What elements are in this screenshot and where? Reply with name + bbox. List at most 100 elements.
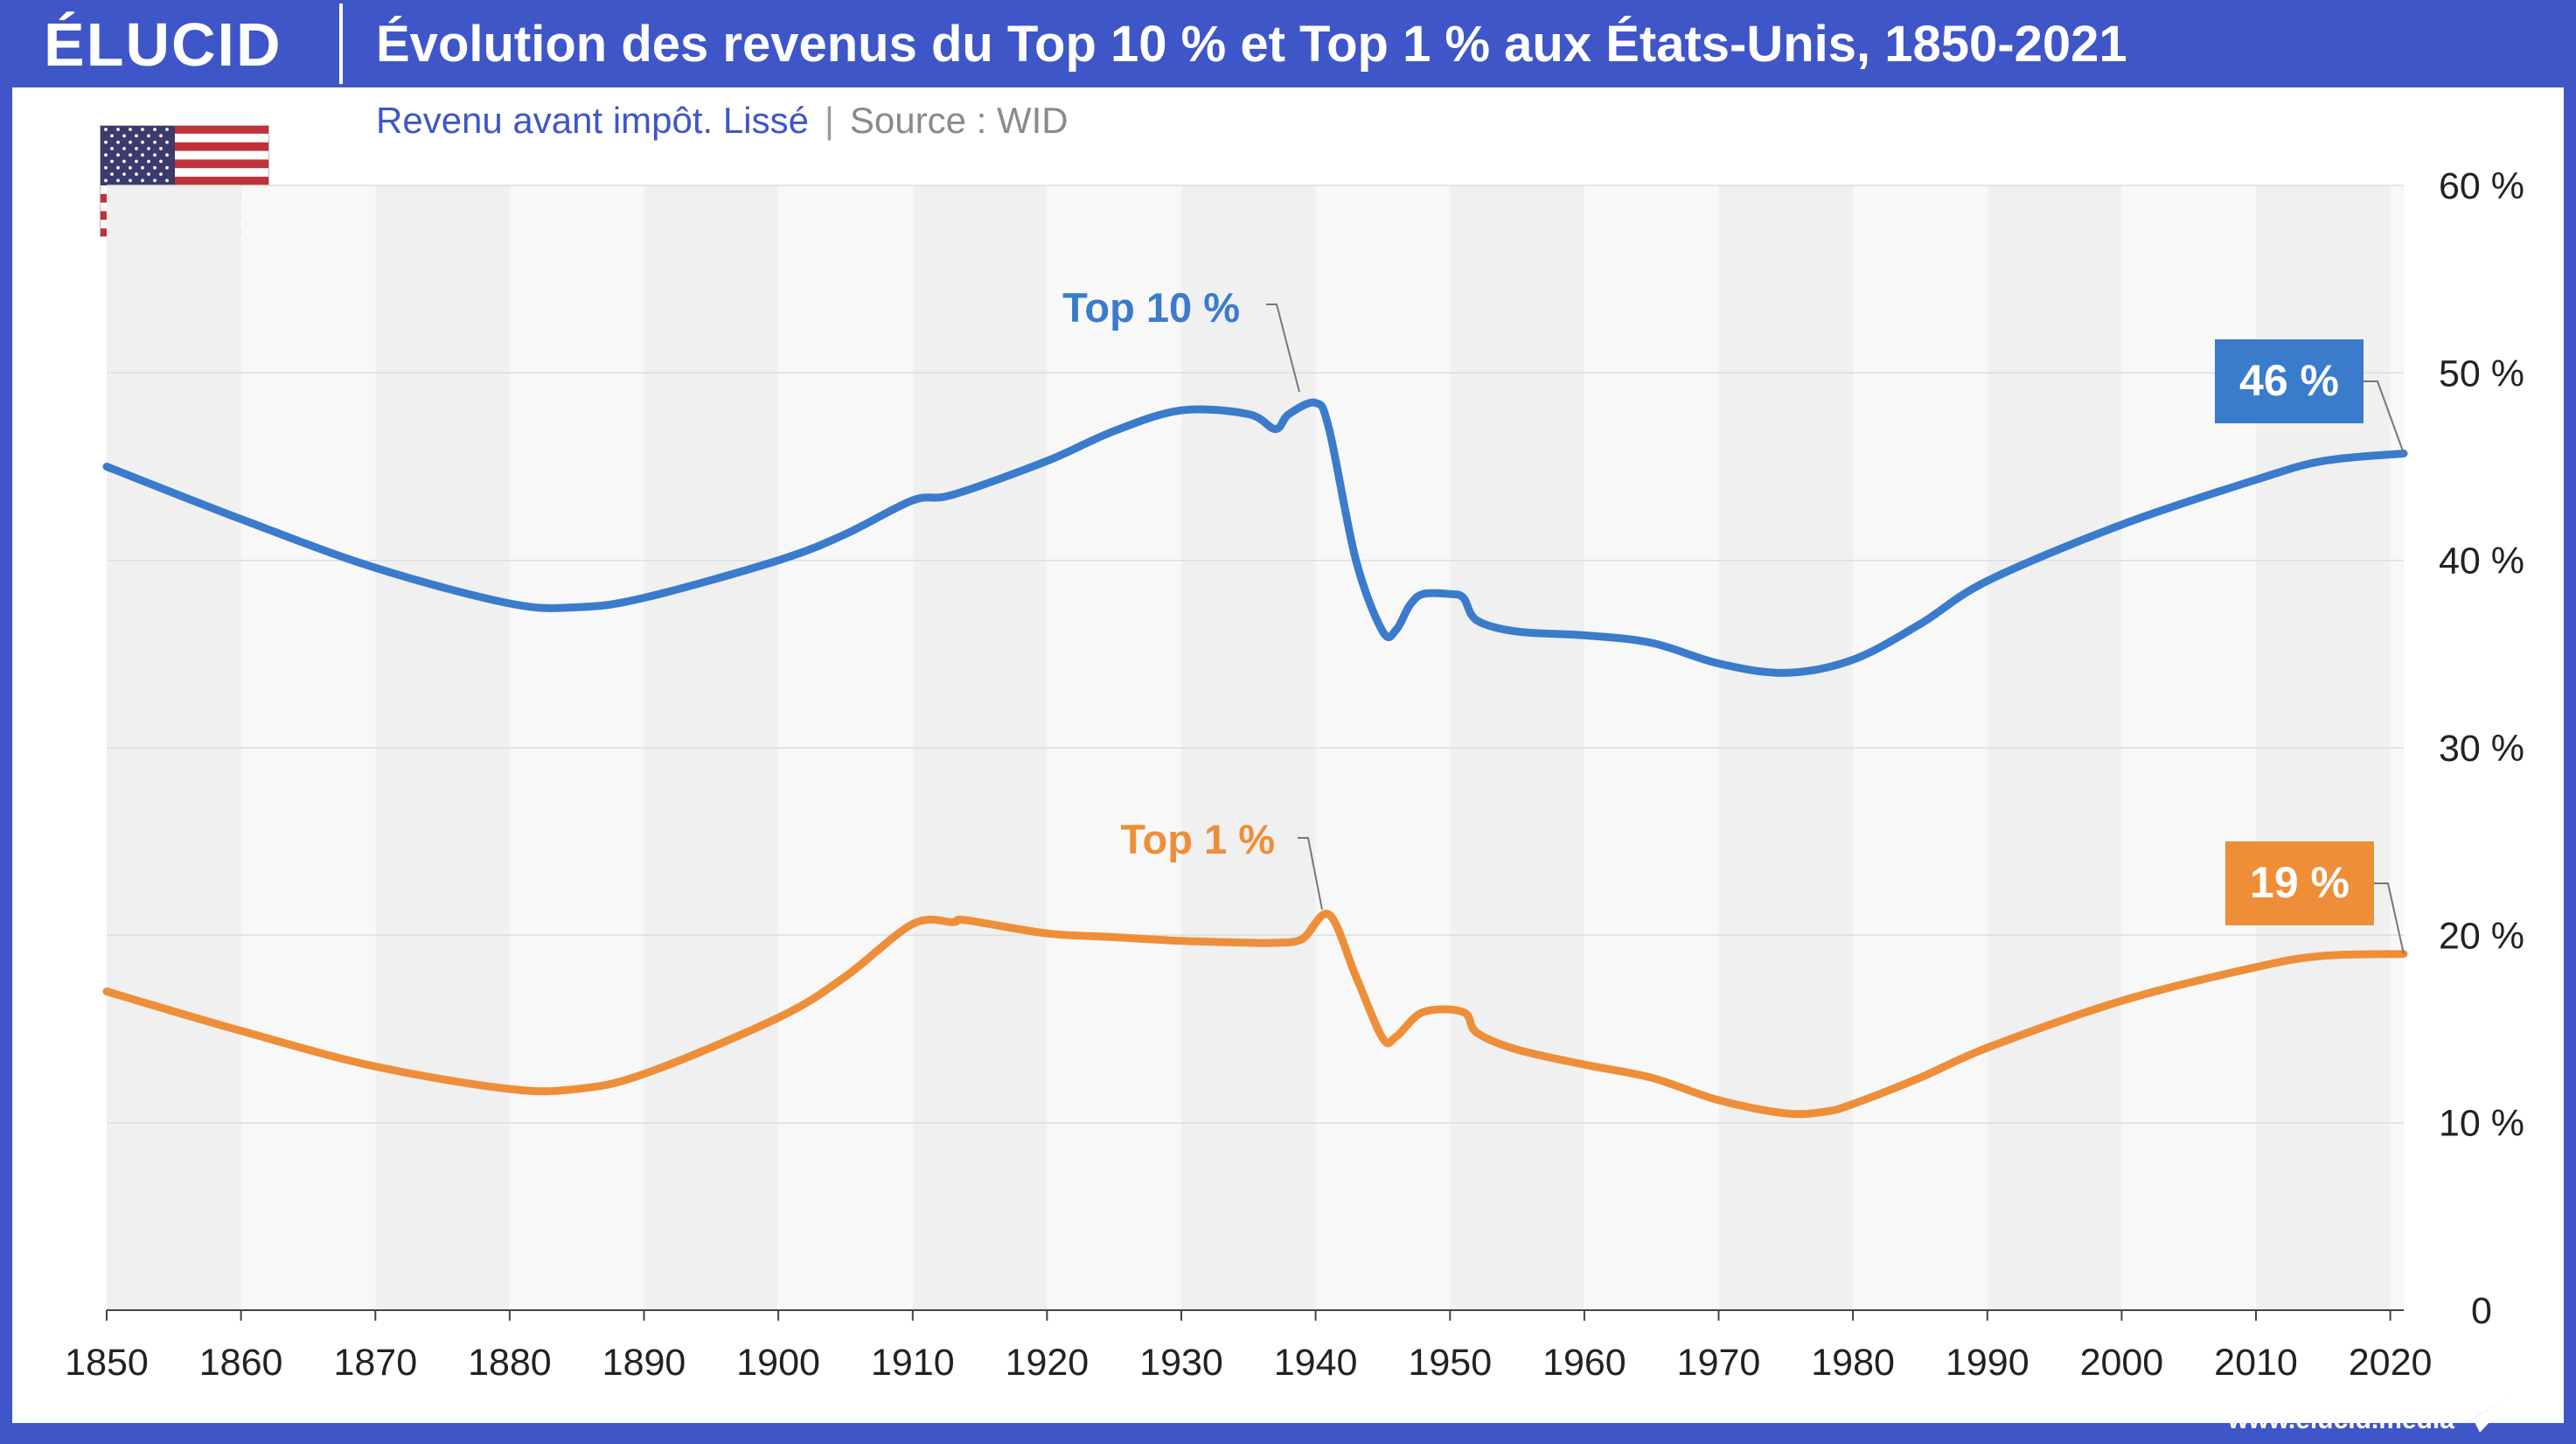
top10-end-value-leader-line <box>2364 380 2405 454</box>
flag-star <box>110 147 114 150</box>
flag-star <box>129 165 132 170</box>
x-tick-label: 1930 <box>1139 1342 1223 1384</box>
subtitle-text: Revenu avant impôt. Lissé <box>376 100 809 141</box>
flag-star <box>104 165 108 170</box>
x-tick-label: 1990 <box>1946 1342 2029 1384</box>
top10-end-value-label: 46 % <box>2239 356 2339 405</box>
flag-star <box>159 134 163 138</box>
y-tick-label: 10 % <box>2439 1103 2524 1145</box>
flag-star <box>116 165 120 170</box>
brand-logo[interactable]: ÉLUCID <box>44 10 282 79</box>
flag-star <box>153 128 157 131</box>
top10-end-value-box <box>2215 339 2364 423</box>
flag-star <box>159 172 163 176</box>
x-tick-label: 1980 <box>1811 1342 1895 1384</box>
flag-star <box>116 128 120 131</box>
flag-star <box>122 147 126 150</box>
chart-title: Évolution des revenus du Top 10 % et Top… <box>376 16 2127 73</box>
top1-end-value-label: 19 % <box>2250 858 2350 907</box>
flag-star <box>129 140 132 144</box>
flag-star <box>135 147 138 150</box>
flag-stripe <box>100 159 269 169</box>
header-bar <box>0 0 2576 87</box>
top10-leader-line <box>1266 303 1300 393</box>
flag-star <box>104 140 108 144</box>
paper-plane-icon <box>2434 1391 2518 1433</box>
top1-series-label: Top 1 % <box>1120 816 1275 862</box>
flag-star <box>135 159 138 164</box>
flag-star <box>122 159 126 164</box>
flag-star <box>153 153 157 157</box>
y-tick-label: 60 % <box>2439 165 2524 207</box>
y-tick-label: 20 % <box>2439 915 2524 957</box>
flag-star <box>104 153 108 157</box>
x-tick-label: 1850 <box>65 1342 149 1384</box>
flag-star <box>129 153 132 157</box>
x-tick-label: 1920 <box>1006 1342 1090 1384</box>
x-tick-label: 1890 <box>602 1342 686 1384</box>
flag-star <box>147 134 150 138</box>
footer-url[interactable]: www.elucid.media <box>2228 1406 2454 1434</box>
flag-star <box>116 153 120 157</box>
flag-star <box>165 128 169 131</box>
flag-stripe <box>100 125 269 134</box>
flag-star <box>104 178 108 183</box>
x-tick-label: 1960 <box>1542 1342 1626 1384</box>
y-tick-label: 30 % <box>2439 728 2524 770</box>
subtitle-separator: | <box>824 100 834 141</box>
top1-leader-line <box>1298 837 1323 910</box>
x-tick-label: 1880 <box>468 1342 552 1384</box>
chart-subtitle: Revenu avant impôt. Lissé | Source : WID <box>376 94 1069 147</box>
flag-star <box>110 134 114 138</box>
top10-series-label: Top 10 % <box>1062 284 1240 331</box>
flag-star <box>165 140 169 144</box>
top1-end-value-box <box>2225 841 2374 925</box>
x-tick-label: 2000 <box>2080 1342 2164 1384</box>
x-tick-label: 1870 <box>333 1342 417 1384</box>
flag-star <box>165 178 169 183</box>
flag-star <box>135 134 138 138</box>
y-tick-label: 0 <box>2471 1290 2492 1332</box>
x-tick-label: 1900 <box>736 1342 820 1384</box>
x-tick-label: 1910 <box>871 1342 955 1384</box>
flag-star <box>141 165 144 170</box>
flag-star <box>129 178 132 183</box>
flag-stripe <box>100 177 269 185</box>
flag-stripe <box>100 142 269 151</box>
flag-star <box>141 128 144 131</box>
flag-star <box>141 140 144 144</box>
flag-star <box>165 153 169 157</box>
top10-line <box>102 398 2408 677</box>
header-divider <box>339 3 343 84</box>
flag-star <box>116 178 120 183</box>
source-label: Source : WID <box>849 100 1069 141</box>
flag-star <box>122 172 126 176</box>
flag-star <box>110 159 114 164</box>
flag-star <box>122 134 126 138</box>
flag-star <box>116 140 120 144</box>
flag-star <box>104 128 108 131</box>
y-tick-label: 50 % <box>2439 352 2524 394</box>
flag-star <box>141 178 144 183</box>
x-tick-label: 1940 <box>1274 1342 1358 1384</box>
flag-star <box>135 172 138 176</box>
x-tick-label: 1950 <box>1408 1342 1492 1384</box>
flag-star <box>147 172 150 176</box>
x-tick-label: 1860 <box>199 1342 283 1384</box>
flag-star <box>153 178 157 183</box>
flag-star <box>141 153 144 157</box>
flag-star <box>153 140 157 144</box>
x-tick-label: 2020 <box>2349 1342 2433 1384</box>
flag-star <box>110 172 114 176</box>
flag-star <box>147 159 150 164</box>
flag-star <box>159 159 163 164</box>
x-tick-label: 1970 <box>1677 1342 1761 1384</box>
top1-end-value-leader-line <box>2374 882 2405 955</box>
flag-star <box>129 128 132 131</box>
top1-line <box>102 910 2408 1119</box>
flag-star <box>153 165 157 170</box>
flag-star <box>165 165 169 170</box>
flag-star <box>159 147 163 150</box>
